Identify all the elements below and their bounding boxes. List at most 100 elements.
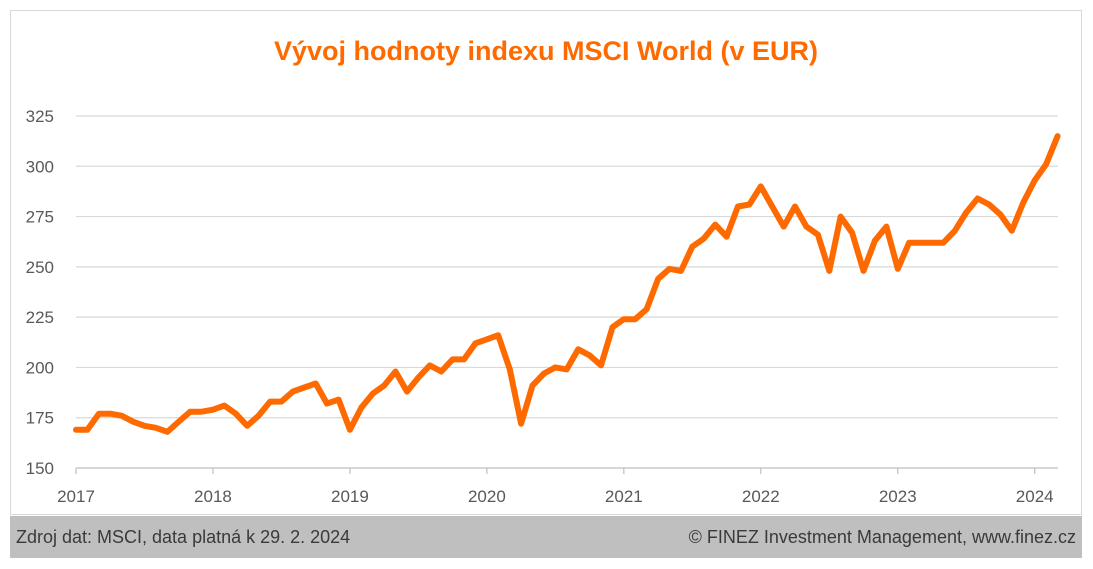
data-point — [920, 242, 922, 244]
data-point — [668, 268, 670, 270]
y-tick-label: 175 — [26, 409, 54, 428]
series-layer — [73, 133, 1061, 435]
data-point — [1022, 202, 1024, 203]
x-tick-label: 2022 — [742, 487, 780, 506]
data-point — [714, 224, 716, 226]
x-tick-label: 2018 — [194, 487, 232, 506]
data-point — [189, 411, 191, 413]
series-line-0 — [73, 133, 1061, 435]
data-point — [680, 270, 682, 272]
data-point — [965, 212, 967, 213]
data-point — [440, 371, 442, 372]
chart-plot: 150 175 200 225 250 275 300 325 2017 2018 2019 202… — [26, 107, 1061, 506]
data-point — [509, 368, 511, 370]
data-point — [497, 334, 499, 336]
data-point — [349, 429, 351, 431]
y-tick-label: 200 — [26, 358, 54, 377]
data-point — [1057, 135, 1059, 137]
data-point — [634, 318, 636, 320]
data-point — [520, 423, 522, 425]
data-point — [98, 413, 100, 415]
data-point — [144, 425, 145, 427]
data-point — [600, 364, 602, 366]
footer-bar: Zdroj dat: MSCI, data platná k 29. 2. 20… — [10, 516, 1082, 558]
data-point — [155, 427, 157, 429]
data-point — [532, 385, 533, 386]
data-point — [805, 226, 807, 228]
data-point — [703, 238, 705, 240]
data-point — [954, 230, 956, 232]
data-point — [1000, 214, 1001, 216]
data-point — [269, 401, 271, 403]
data-point — [178, 421, 180, 423]
data-point — [75, 429, 77, 431]
data-point — [657, 278, 659, 280]
data-point — [315, 383, 317, 384]
data-point — [908, 242, 910, 244]
data-point — [977, 198, 979, 199]
data-point — [292, 391, 294, 393]
data-point — [646, 308, 648, 310]
data-point — [235, 413, 237, 415]
data-point — [771, 206, 773, 207]
x-tick-label: 2019 — [331, 487, 369, 506]
y-tick-label: 275 — [26, 208, 54, 227]
data-point — [783, 226, 785, 228]
chart-title: Vývoj hodnoty indexu MSCI World (v EUR) — [273, 36, 819, 66]
data-point — [212, 409, 214, 411]
data-point — [372, 393, 374, 395]
data-point — [395, 371, 396, 372]
y-tick-label: 300 — [26, 157, 54, 176]
data-point — [760, 185, 762, 187]
data-point — [554, 366, 556, 368]
data-point — [863, 270, 864, 272]
data-point — [612, 326, 613, 328]
y-tick-label: 250 — [26, 258, 54, 277]
y-tick-label: 150 — [26, 459, 54, 478]
data-point — [623, 318, 625, 320]
data-point — [132, 421, 134, 423]
x-tick-label: 2020 — [468, 487, 506, 506]
data-point — [988, 204, 990, 205]
data-point — [383, 385, 385, 386]
data-point — [417, 377, 419, 378]
y-axis: 150 175 200 225 250 275 300 325 — [26, 107, 54, 478]
data-point — [406, 391, 408, 393]
data-point — [726, 236, 728, 238]
data-point — [589, 354, 591, 356]
data-point — [121, 415, 123, 417]
data-point — [201, 411, 203, 413]
data-point — [828, 270, 830, 272]
data-point — [486, 338, 488, 340]
data-point — [851, 232, 853, 234]
data-point — [885, 226, 887, 228]
data-point — [86, 429, 88, 431]
data-point — [429, 364, 431, 366]
footer-copyright: © FINEZ Investment Management, www.finez… — [688, 527, 1076, 547]
data-point — [360, 407, 362, 409]
footer-source: Zdroj dat: MSCI, data platná k 29. 2. 20… — [16, 527, 351, 547]
data-point — [748, 204, 750, 205]
data-point — [1034, 179, 1036, 181]
grid-lines — [76, 115, 1058, 419]
data-point — [452, 358, 454, 360]
data-point — [942, 242, 944, 244]
x-tick-label: 2017 — [57, 487, 95, 506]
data-point — [166, 431, 168, 433]
data-point — [737, 206, 739, 207]
y-tick-label: 325 — [26, 107, 54, 126]
data-point — [874, 240, 876, 242]
data-point — [931, 242, 933, 244]
data-point — [1045, 163, 1047, 165]
data-point — [280, 401, 282, 403]
x-tick-label: 2021 — [605, 487, 643, 506]
data-point — [109, 413, 111, 415]
data-point — [577, 348, 579, 350]
data-point — [1011, 230, 1013, 232]
x-tick-label: 2023 — [879, 487, 917, 506]
data-point — [817, 234, 819, 236]
data-point — [475, 342, 476, 344]
data-point — [566, 368, 568, 370]
data-point — [303, 387, 305, 388]
data-point — [326, 403, 328, 405]
